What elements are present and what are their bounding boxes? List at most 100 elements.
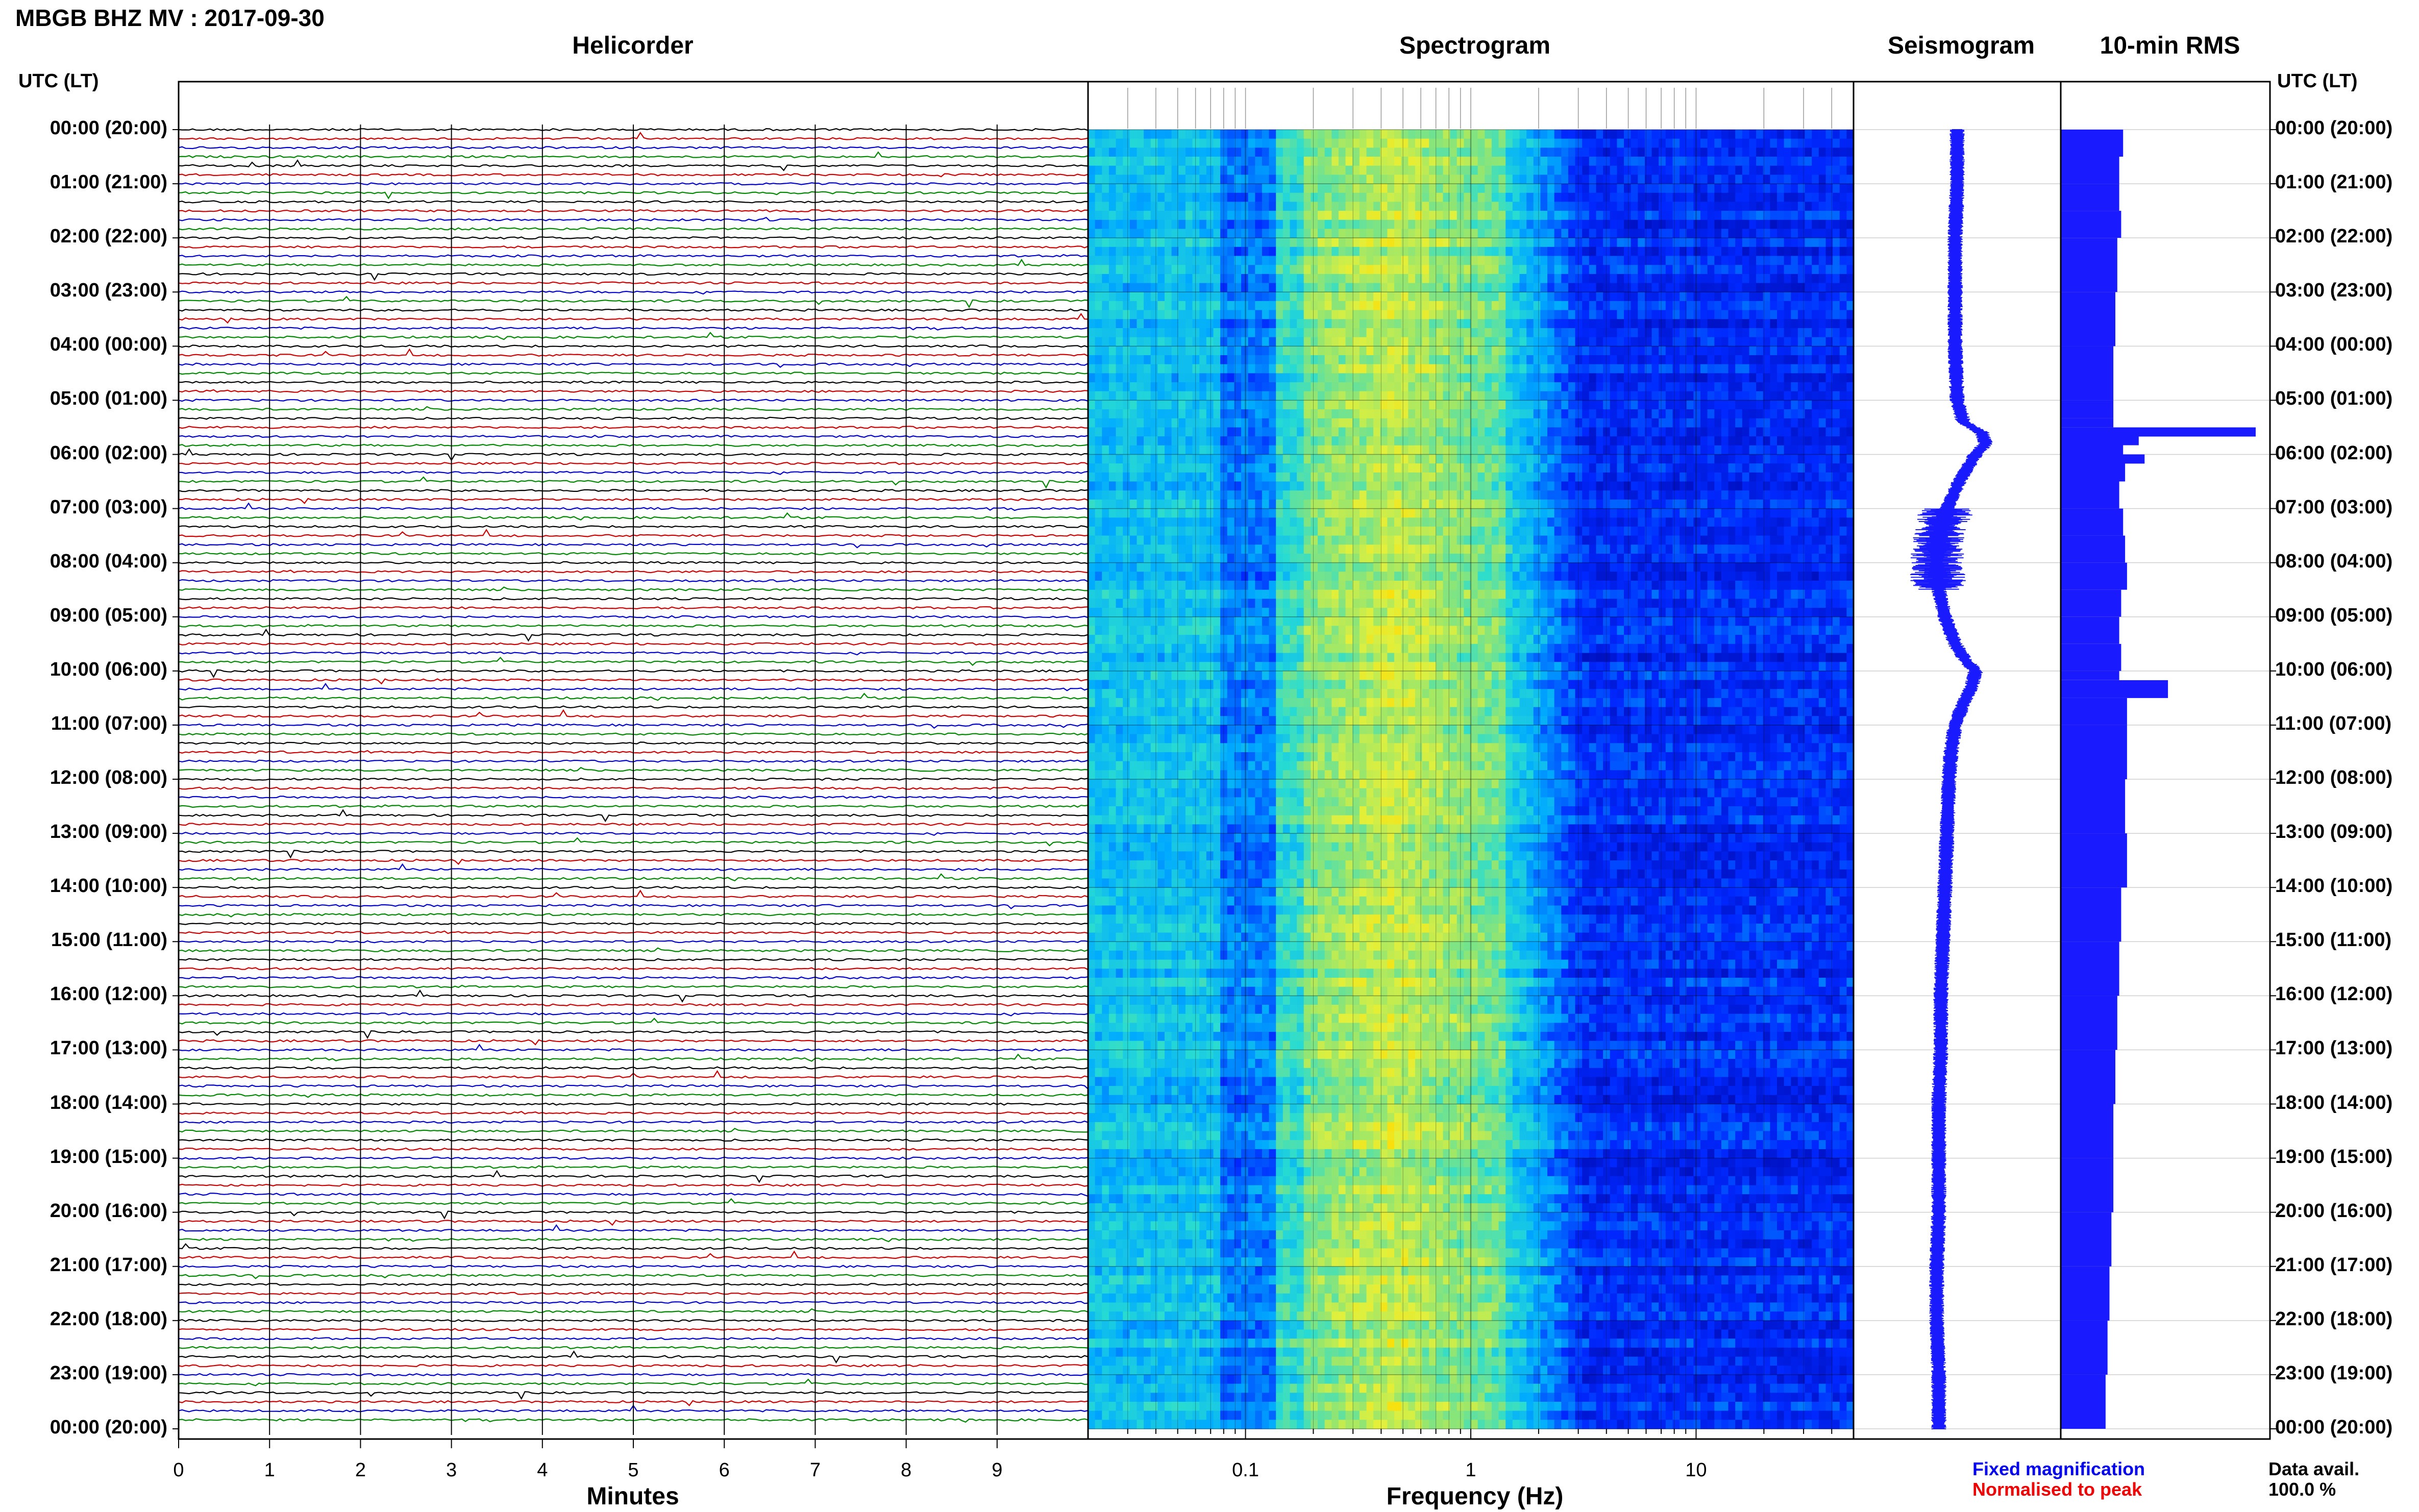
spectrogram-cell (1318, 508, 1325, 518)
spectrogram-cell (1665, 211, 1673, 220)
spectrogram-cell (1352, 481, 1360, 491)
spectrogram-cell (1443, 246, 1450, 257)
spectrogram-cell (1137, 175, 1144, 184)
spectrogram-cell (1331, 147, 1339, 157)
spectrogram-cell (1324, 175, 1332, 184)
spectrogram-cell (1665, 328, 1673, 338)
spectrogram-cell (1846, 418, 1854, 428)
spectrogram-cell (1144, 147, 1151, 157)
spectrogram-cell (1519, 238, 1527, 247)
spectrogram-cell (1144, 328, 1151, 338)
spectrogram-cell (1589, 382, 1597, 392)
spectrogram-cell (1812, 499, 1819, 509)
spectrogram-cell (1784, 391, 1791, 401)
spectrogram-cell (1603, 436, 1611, 446)
spectrogram-cell (1192, 454, 1200, 464)
spectrogram-cell (1797, 472, 1806, 482)
spectrogram-cell (1749, 463, 1757, 473)
spectrogram-cell (1213, 445, 1221, 455)
spectrogram-cell (1533, 246, 1541, 257)
spectrogram-cell (1617, 436, 1624, 446)
spectrogram-cell (1241, 454, 1249, 464)
spectrogram-cell (1144, 346, 1151, 356)
spectrogram-cell (1234, 184, 1242, 193)
spectrogram-cell (1165, 418, 1172, 428)
spectrogram-cell (1088, 409, 1096, 419)
spectrogram-cell (1596, 157, 1603, 166)
spectrogram-cell (1415, 472, 1423, 482)
spectrogram-cell (1770, 508, 1778, 518)
spectrogram-cell (1526, 427, 1534, 437)
spectrogram-cell (1318, 238, 1325, 247)
spectrogram-cell (1575, 292, 1583, 302)
spectrogram-cell (1471, 229, 1478, 238)
spectrogram-cell (1345, 157, 1353, 166)
spectrogram-cell (1533, 157, 1541, 166)
spectrogram-cell (1373, 130, 1381, 139)
spectrogram-cell (1596, 409, 1603, 419)
spectrogram-cell (1234, 346, 1242, 356)
spectrogram-cell (1631, 283, 1638, 292)
spectrogram-cell (1255, 301, 1263, 311)
spectrogram-cell (1178, 436, 1186, 446)
spectrogram-cell (1596, 472, 1603, 482)
spectrogram-cell (1638, 147, 1645, 157)
spectrogram-cell (1812, 364, 1819, 374)
spectrogram-cell (1631, 463, 1638, 473)
spectrogram-cell (1756, 436, 1764, 446)
spectrogram-cell (1805, 364, 1812, 374)
spectrogram-cell (1491, 192, 1499, 203)
spectrogram-cell (1171, 319, 1179, 329)
spectrogram-cell (1596, 391, 1603, 401)
spectrogram-cell (1206, 211, 1214, 220)
spectrogram-cell (1791, 373, 1798, 383)
spectrogram-cell (1227, 246, 1235, 257)
spectrogram-cell (1324, 454, 1332, 464)
spectrogram-cell (1568, 130, 1576, 139)
spectrogram-cell (1331, 517, 1339, 527)
spectrogram-cell (1519, 256, 1527, 265)
spectrogram-cell (1498, 130, 1506, 139)
spectrogram-cell (1742, 274, 1750, 284)
spectrogram-cell (1812, 256, 1819, 265)
spectrogram-cell (1290, 219, 1297, 230)
spectrogram-cell (1624, 490, 1632, 500)
spectrogram-cell (1150, 165, 1158, 175)
spectrogram-cell (1471, 238, 1478, 247)
spectrogram-cell (1269, 184, 1276, 193)
spectrogram-cell (1471, 391, 1478, 401)
spectrogram-cell (1088, 274, 1096, 284)
spectrogram-cell (1394, 256, 1402, 265)
spectrogram-cell (1665, 138, 1673, 148)
spectrogram-cell (1812, 319, 1819, 329)
spectrogram-cell (1129, 157, 1138, 166)
spectrogram-cell (1220, 138, 1228, 148)
spectrogram-cell (1477, 292, 1485, 302)
spectrogram-cell (1276, 283, 1283, 292)
spectrogram-cell (1387, 319, 1395, 329)
spectrogram-cell (1818, 310, 1826, 319)
spectrogram-cell (1631, 292, 1638, 302)
spectrogram-cell (1394, 328, 1402, 338)
spectrogram-cell (1102, 409, 1109, 419)
spectrogram-cell (1680, 445, 1687, 455)
spectrogram-cell (1519, 400, 1527, 410)
spectrogram-cell (1464, 382, 1471, 392)
spectrogram-cell (1443, 319, 1450, 329)
spectrogram-cell (1659, 454, 1666, 464)
spectrogram-cell (1686, 508, 1694, 518)
spectrogram-cell (1213, 192, 1221, 203)
spectrogram-cell (1582, 130, 1590, 139)
spectrogram-cell (1227, 508, 1235, 518)
spectrogram-cell (1777, 157, 1785, 166)
spectrogram-cell (1680, 508, 1687, 518)
spectrogram-cell (1846, 490, 1854, 500)
spectrogram-cell (1575, 157, 1583, 166)
spectrogram-cell (1129, 427, 1138, 437)
spectrogram-cell (1638, 490, 1645, 500)
spectrogram-cell (1680, 418, 1687, 428)
spectrogram-cell (1415, 138, 1423, 148)
spectrogram-cell (1213, 499, 1221, 509)
spectrogram-cell (1554, 364, 1562, 374)
spectrogram-cell (1582, 229, 1590, 238)
